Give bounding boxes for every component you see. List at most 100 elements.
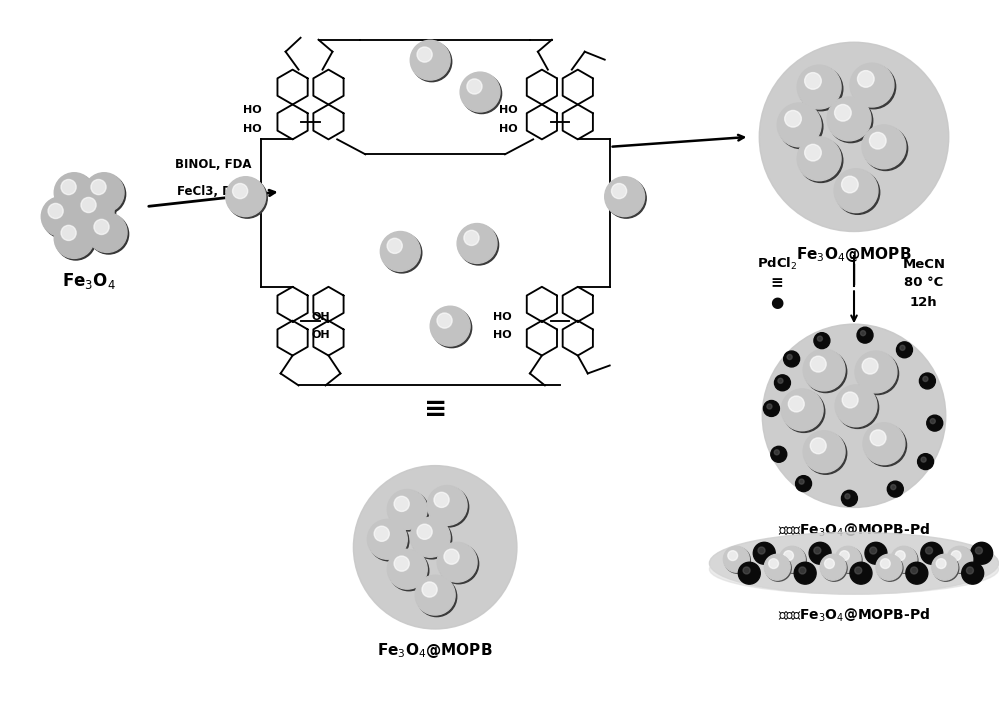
Circle shape	[805, 351, 847, 393]
Text: ≡: ≡	[771, 275, 784, 290]
Circle shape	[382, 233, 422, 273]
Circle shape	[784, 351, 800, 367]
Circle shape	[975, 547, 982, 554]
Text: HO: HO	[243, 124, 262, 134]
Circle shape	[923, 376, 928, 382]
Circle shape	[233, 184, 248, 199]
Circle shape	[864, 126, 908, 171]
Circle shape	[412, 42, 452, 82]
Circle shape	[809, 542, 831, 564]
Circle shape	[836, 171, 880, 214]
Circle shape	[56, 174, 96, 214]
Circle shape	[417, 524, 432, 539]
Circle shape	[891, 546, 917, 572]
Circle shape	[895, 551, 905, 560]
Circle shape	[412, 519, 452, 559]
Circle shape	[387, 238, 402, 253]
Text: HO: HO	[493, 330, 511, 340]
Circle shape	[780, 547, 806, 574]
Circle shape	[906, 562, 928, 584]
Circle shape	[825, 559, 834, 568]
Circle shape	[966, 567, 973, 574]
Text: OH: OH	[312, 330, 330, 340]
Circle shape	[467, 79, 482, 94]
Text: 80 °C: 80 °C	[904, 276, 943, 289]
Circle shape	[367, 519, 407, 559]
Circle shape	[785, 110, 801, 127]
Circle shape	[794, 562, 816, 584]
Circle shape	[948, 547, 974, 574]
Text: PdCl$_2$: PdCl$_2$	[757, 256, 797, 272]
Circle shape	[892, 547, 918, 574]
Circle shape	[876, 554, 902, 580]
Circle shape	[862, 125, 906, 168]
Circle shape	[827, 97, 871, 141]
Circle shape	[788, 396, 804, 412]
Circle shape	[971, 542, 993, 564]
Circle shape	[805, 73, 821, 89]
Circle shape	[927, 415, 943, 431]
Circle shape	[430, 306, 470, 346]
Circle shape	[860, 330, 866, 335]
Circle shape	[417, 576, 457, 616]
Circle shape	[869, 132, 886, 149]
Circle shape	[437, 542, 477, 582]
Circle shape	[779, 546, 805, 572]
Text: Fe$_3$O$_4$@MOPB: Fe$_3$O$_4$@MOPB	[796, 245, 912, 264]
Circle shape	[417, 47, 432, 62]
Circle shape	[387, 550, 427, 589]
Circle shape	[605, 176, 645, 216]
Circle shape	[797, 65, 841, 109]
Circle shape	[86, 174, 126, 214]
Circle shape	[81, 197, 96, 213]
Circle shape	[803, 349, 845, 391]
Circle shape	[380, 232, 420, 272]
Circle shape	[758, 547, 765, 554]
Circle shape	[836, 547, 862, 574]
Circle shape	[777, 103, 821, 147]
Circle shape	[759, 42, 949, 232]
Circle shape	[774, 449, 779, 455]
Circle shape	[865, 425, 907, 466]
Circle shape	[870, 547, 877, 554]
Circle shape	[611, 184, 627, 199]
Circle shape	[926, 547, 933, 554]
Circle shape	[814, 333, 830, 348]
Circle shape	[919, 373, 935, 389]
Circle shape	[817, 336, 822, 341]
Circle shape	[810, 438, 826, 454]
Circle shape	[439, 544, 479, 584]
Circle shape	[936, 559, 946, 568]
Circle shape	[427, 486, 467, 526]
Circle shape	[432, 308, 472, 348]
Circle shape	[865, 542, 887, 564]
Circle shape	[227, 179, 267, 218]
Circle shape	[900, 346, 905, 351]
Text: HO: HO	[493, 312, 511, 322]
Circle shape	[462, 74, 502, 113]
Circle shape	[787, 354, 792, 359]
Circle shape	[89, 214, 129, 254]
Circle shape	[911, 567, 918, 574]
Circle shape	[834, 168, 878, 213]
Circle shape	[743, 567, 750, 574]
Ellipse shape	[709, 532, 999, 594]
Circle shape	[839, 551, 849, 560]
Circle shape	[765, 555, 791, 582]
Circle shape	[803, 431, 845, 473]
Circle shape	[857, 327, 873, 343]
Circle shape	[797, 137, 841, 181]
Circle shape	[84, 173, 124, 213]
Circle shape	[422, 582, 437, 597]
Circle shape	[842, 176, 858, 193]
Circle shape	[369, 521, 409, 561]
Text: HO: HO	[499, 105, 517, 115]
Text: MeCN: MeCN	[902, 258, 945, 271]
Text: 12h: 12h	[910, 295, 938, 309]
Circle shape	[805, 433, 847, 474]
Circle shape	[464, 230, 479, 245]
Circle shape	[933, 555, 959, 582]
Circle shape	[774, 375, 790, 391]
Circle shape	[437, 313, 452, 328]
Circle shape	[606, 179, 646, 218]
